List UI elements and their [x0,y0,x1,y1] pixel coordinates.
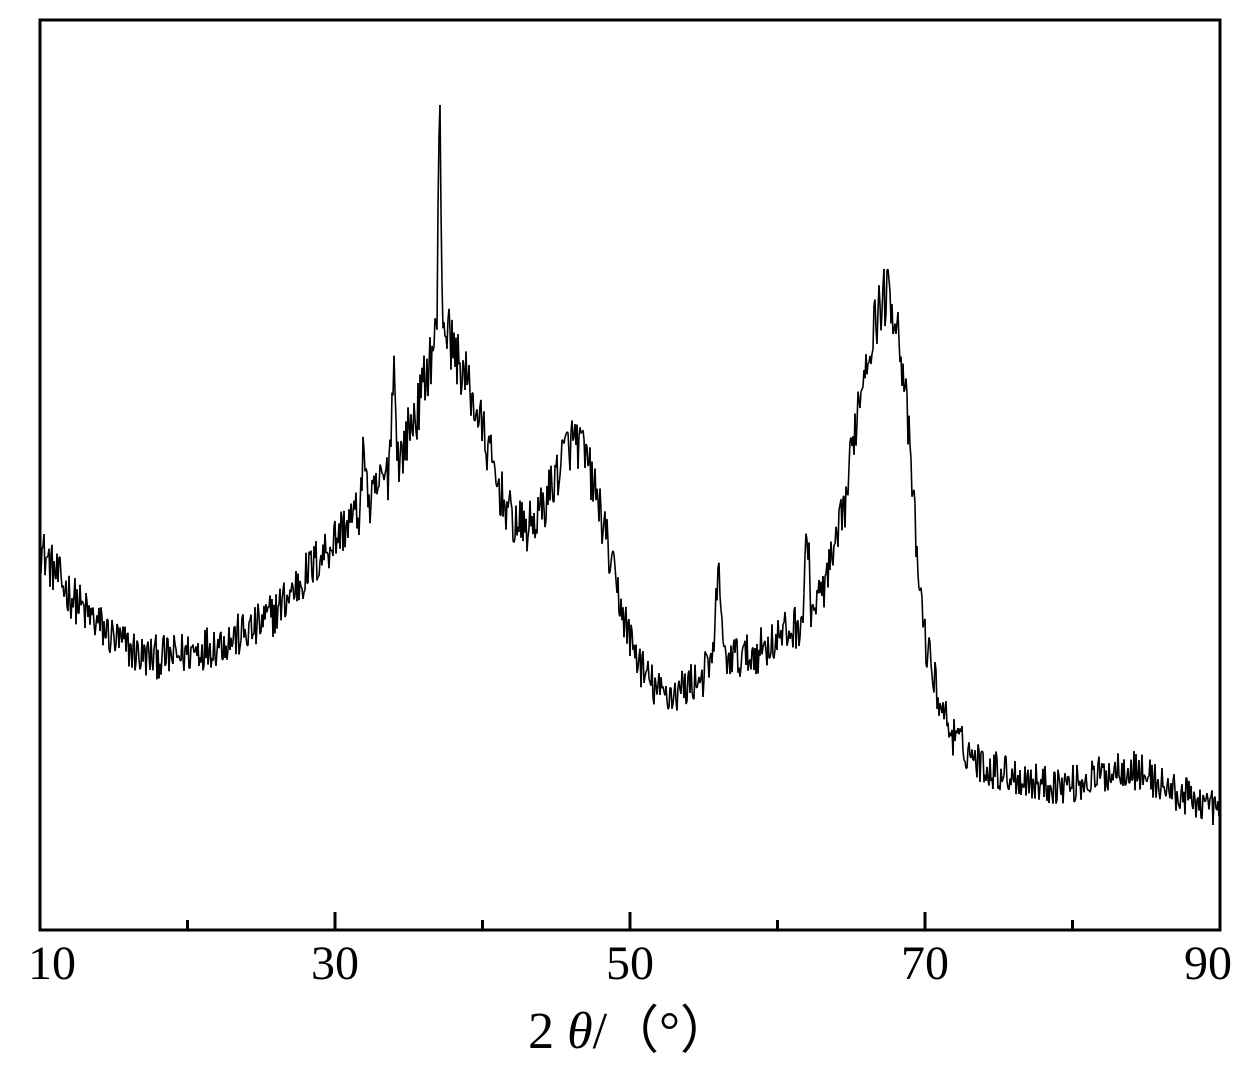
x-tick-label: 50 [606,936,654,991]
x-tick-label: 90 [1184,936,1232,991]
xrd-chart [0,0,1240,1070]
x-axis-label: 2 θ/（°） [528,988,732,1063]
chart-container: 10 30 50 70 90 2 θ/（°） [0,0,1240,1070]
x-tick-label: 30 [311,936,359,991]
x-tick-label: 70 [901,936,949,991]
x-tick-label: 10 [28,936,76,991]
